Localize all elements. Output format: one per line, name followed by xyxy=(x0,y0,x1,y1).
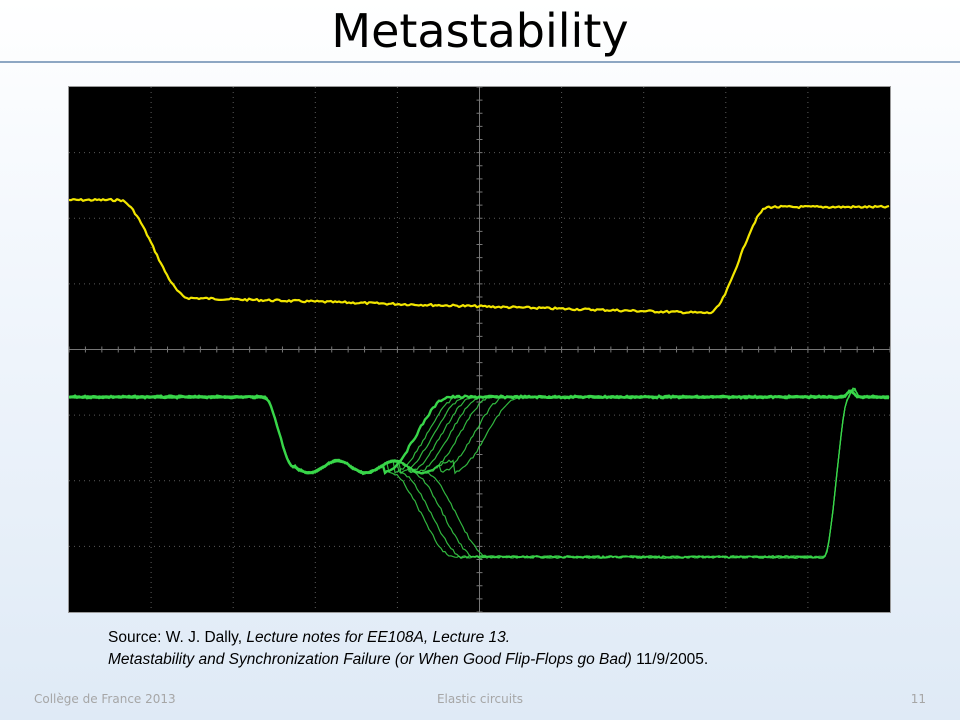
oscilloscope-screen xyxy=(69,87,890,612)
scope-grid xyxy=(69,87,890,612)
citation-date: 11/9/2005. xyxy=(631,651,709,668)
oscilloscope-figure xyxy=(68,86,891,613)
trace-yellow-signal xyxy=(69,197,890,315)
slide-title: Metastability xyxy=(331,4,629,58)
citation-line-2: Metastability and Synchronization Failur… xyxy=(108,649,708,671)
citation-line-1: Source: W. J. Dally, Lecture notes for E… xyxy=(108,627,708,649)
slide-number: 11 xyxy=(910,692,926,706)
scope-traces xyxy=(69,197,890,560)
citation-paper-title: Metastability and Synchronization Failur… xyxy=(108,651,632,668)
trace-green-signal xyxy=(69,389,890,560)
source-citation: Source: W. J. Dally, Lecture notes for E… xyxy=(108,627,708,671)
footer-topic: Elastic circuits xyxy=(436,692,524,706)
citation-prefix: Source: W. J. Dally, xyxy=(108,629,247,646)
title-divider xyxy=(0,61,960,63)
footer-institution: Collège de France 2013 xyxy=(34,692,176,706)
citation-lecture: Lecture notes for EE108A, Lecture 13. xyxy=(246,629,511,646)
